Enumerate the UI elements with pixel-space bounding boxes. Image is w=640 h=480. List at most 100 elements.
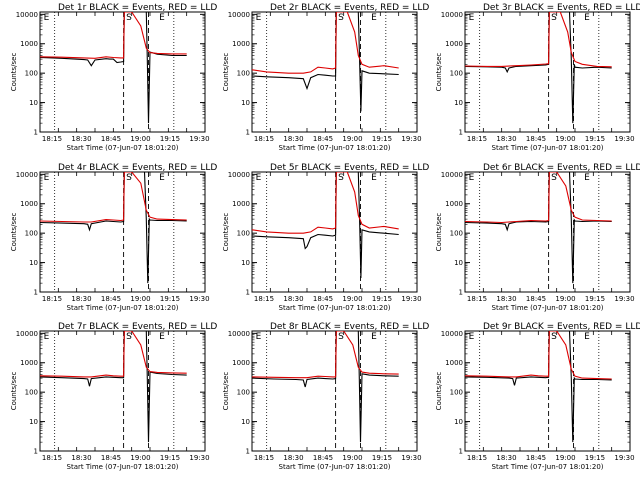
x-tick-label: 19:00 [342,454,362,462]
y-tick-label: 100 [450,230,463,238]
y-axis-label: Counts/sec [222,372,230,411]
x-tick-label: 19:15 [372,454,392,462]
x-tick-label: 18:45 [101,454,121,462]
x-tick-label: 18:30 [283,454,303,462]
y-tick-label: 1000 [232,359,250,367]
x-tick-label: 18:15 [254,135,274,143]
x-tick-label: 19:15 [585,135,605,143]
marker-label: E [44,173,50,183]
x-tick-label: 18:30 [496,454,516,462]
y-tick-label: 10 [454,259,463,267]
marker-label: S [126,332,132,342]
y-axis-label: Counts/sec [222,53,230,92]
y-tick-label: 10000 [441,171,463,179]
x-tick-label: 19:00 [342,295,362,303]
marker-label: E [159,173,165,183]
plot-frame [39,171,206,293]
marker-label: E [584,332,590,342]
x-axis-label: Start Time (07-Jun-07 18:01:20) [492,463,604,471]
y-tick-label: 1 [459,289,463,297]
x-tick-label: 19:00 [130,135,150,143]
x-tick-label: 18:15 [254,454,274,462]
y-tick-label: 10000 [16,11,38,19]
marker-label: S [551,332,557,342]
series-lld-line [252,172,399,234]
x-tick-label: 18:15 [467,454,487,462]
panel-title: Det 1r BLACK = Events, RED = LLD [58,3,217,13]
marker-label: E [371,13,377,23]
panel-title: Det 7r BLACK = Events, RED = LLD [58,322,217,332]
series-lld-line [40,172,187,223]
y-axis-label: Counts/sec [10,53,18,92]
y-tick-label: 1 [34,448,38,456]
x-tick-label: 18:45 [526,454,546,462]
y-tick-label: 1000 [232,200,250,208]
y-tick-label: 10 [241,99,250,107]
panel-title: Det 8r BLACK = Events, RED = LLD [270,322,429,332]
y-tick-label: 10 [241,418,250,426]
y-tick-label: 100 [237,389,250,397]
series-events-line [40,172,187,284]
series-events-line [40,331,187,443]
series-lld-line [40,12,187,59]
y-tick-label: 1 [246,289,250,297]
marker-label: E [256,332,262,342]
y-axis-label: Counts/sec [435,53,443,92]
marker-label: E [159,13,165,23]
x-tick-label: 19:15 [585,454,605,462]
y-axis-label: Counts/sec [435,372,443,411]
x-tick-label: 19:30 [189,295,209,303]
x-tick-label: 18:45 [313,135,333,143]
x-tick-label: 19:30 [401,135,421,143]
y-axis-label: Counts/sec [10,372,18,411]
marker-label: S [126,13,132,23]
y-tick-label: 1 [34,289,38,297]
x-tick-label: 19:00 [342,135,362,143]
y-tick-label: 100 [25,70,38,78]
panel-title: Det 3r BLACK = Events, RED = LLD [483,3,640,13]
x-axis-label: Start Time (07-Jun-07 18:01:20) [279,463,391,471]
series-events-line [252,331,399,443]
x-tick-label: 19:15 [160,454,180,462]
panel-title: Det 2r BLACK = Events, RED = LLD [270,3,429,13]
x-tick-label: 19:00 [555,295,575,303]
x-tick-label: 19:00 [130,295,150,303]
marker-label: E [469,13,475,23]
x-tick-label: 18:15 [42,135,62,143]
y-tick-label: 1000 [20,359,38,367]
marker-label: E [371,332,377,342]
panel-title: Det 4r BLACK = Events, RED = LLD [58,163,217,173]
x-tick-label: 19:30 [189,135,209,143]
y-axis-label: Counts/sec [222,213,230,252]
plot-frame [251,330,418,452]
y-tick-label: 100 [237,230,250,238]
x-tick-label: 18:45 [526,295,546,303]
marker-label: E [469,173,475,183]
series-events-line [465,12,612,124]
y-axis-label: Counts/sec [10,213,18,252]
x-tick-label: 18:30 [496,135,516,143]
y-tick-label: 10 [454,418,463,426]
series-events-line [465,331,612,443]
y-tick-label: 1 [246,448,250,456]
x-tick-label: 19:30 [614,295,634,303]
x-tick-label: 19:00 [555,135,575,143]
marker-label: S [551,173,557,183]
plot-frame [464,330,631,452]
marker-label: E [584,173,590,183]
x-axis-label: Start Time (07-Jun-07 18:01:20) [67,304,179,312]
x-tick-label: 18:45 [313,295,333,303]
y-tick-label: 1000 [232,40,250,48]
plot-frame [39,330,206,452]
y-tick-label: 10000 [441,11,463,19]
series-lld-line [465,172,612,224]
y-tick-label: 1000 [445,359,463,367]
y-tick-label: 10000 [228,171,250,179]
x-tick-label: 18:45 [101,135,121,143]
series-events-line [252,172,399,279]
y-tick-label: 10000 [16,171,38,179]
y-tick-label: 10 [454,99,463,107]
